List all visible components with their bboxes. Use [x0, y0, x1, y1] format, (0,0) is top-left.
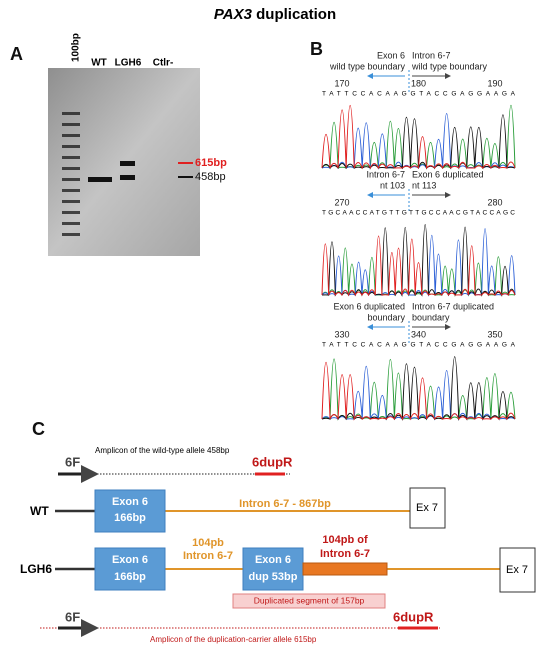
exon-label: 166bp: [114, 512, 146, 524]
ladder-band: [62, 211, 80, 214]
band-label: 615bp: [195, 157, 227, 169]
ladder-band: [62, 134, 80, 137]
segment-box: [232, 593, 386, 609]
ladder-bands: [62, 112, 80, 236]
position-label: 270: [334, 197, 349, 207]
ladder-band: [62, 112, 80, 115]
exon-box: [94, 547, 166, 591]
exon7-box: [499, 547, 536, 593]
ladder-band: [62, 178, 80, 181]
boundary-label: boundary: [367, 312, 405, 322]
title-gene: PAX3: [214, 6, 253, 23]
lane-label: LGH6: [115, 58, 142, 69]
dup-intron-label: Intron 6-7: [320, 548, 370, 560]
boundary-label: nt 113: [412, 180, 436, 190]
title-rest: duplication: [256, 6, 336, 23]
trace-line: [321, 247, 516, 297]
figure-title: PAX3 duplication: [214, 6, 336, 23]
exon-label: Exon 6: [255, 554, 291, 566]
allele-label: WT: [30, 504, 49, 518]
gel-band: [120, 161, 135, 166]
primer-label: 6F: [65, 609, 80, 624]
lane-label: WT: [91, 58, 107, 69]
position-label: 280: [487, 197, 502, 207]
sequence: TATTCCACAAGGTACCGAGGAAGA: [322, 342, 516, 349]
gel-band: [88, 177, 112, 182]
ladder-band: [62, 189, 80, 192]
intron-label: Intron 6-7 - 867bp: [239, 498, 331, 510]
ladder-band: [62, 123, 80, 126]
boundary-label: wild type boundary: [329, 61, 406, 71]
boundary-label: wild type boundary: [411, 61, 488, 71]
trace-line: [321, 228, 516, 297]
primer-label: 6dupR: [393, 609, 434, 624]
boundary-label: Intron 6-7 duplicated: [412, 301, 494, 311]
position-label: 170: [334, 78, 349, 88]
position-label: 330: [334, 329, 349, 339]
sequence: TGCAACCATGTTGTTGCCAACGTACCAGC: [322, 210, 515, 217]
ladder-band: [62, 200, 80, 203]
trace-line: [321, 235, 516, 297]
ladder-band: [62, 233, 80, 236]
exon7-box: [409, 487, 446, 529]
exon-label: 166bp: [114, 571, 146, 583]
position-label: 340: [411, 329, 426, 339]
trace-line: [321, 362, 516, 421]
sequence: TATTCCACAAGGTACCGAGGAAGA: [322, 91, 516, 98]
boundary-label: Exon 6: [377, 50, 405, 60]
exon7-label: Ex 7: [506, 564, 528, 576]
boundary-label: Intron 6-7: [366, 169, 405, 179]
ladder-band: [62, 156, 80, 159]
panel-label: C: [32, 419, 45, 439]
boundary-label: Exon 6 duplicated: [412, 169, 484, 179]
segment-label: Duplicated segment of 157bp: [254, 595, 365, 605]
trace-line: [321, 114, 516, 170]
dup-intron-box: [302, 562, 388, 576]
amplicon-label: Amplicon of the wild-type allele 458bp: [95, 446, 230, 455]
ladder-label: 100bp: [71, 33, 82, 62]
exon-label: Exon 6: [112, 496, 148, 508]
boundary-label: Exon 6 duplicated: [333, 301, 405, 311]
amplicon-label: Amplicon of the duplication-carrier alle…: [150, 635, 317, 644]
intron-label: Intron 6-7: [183, 550, 233, 562]
position-label: 190: [487, 78, 502, 88]
panel-label: B: [310, 39, 323, 59]
ladder-band: [62, 167, 80, 170]
position-label: 350: [487, 329, 502, 339]
primer-label: 6F: [65, 454, 80, 469]
band-label: 458bp: [195, 171, 226, 183]
boundary-label: Intron 6-7: [412, 50, 451, 60]
exon-label: Exon 6: [112, 554, 148, 566]
position-label: 180: [411, 78, 426, 88]
gel-band: [120, 175, 135, 180]
exon7-label: Ex 7: [416, 502, 438, 514]
primer-label: 6dupR: [252, 454, 293, 469]
lane-label: Ctlr-: [153, 58, 174, 69]
ladder-band: [62, 222, 80, 225]
dup-intron-label: 104pb of: [322, 534, 368, 546]
panel-label: A: [10, 44, 23, 64]
allele-label: LGH6: [20, 562, 52, 576]
trace-line: [321, 104, 516, 170]
boundary-label: nt 103: [380, 180, 405, 190]
exon-box: [94, 489, 166, 533]
intron-label: 104pb: [192, 537, 224, 549]
boundary-label: boundary: [412, 312, 450, 322]
exon-label: dup 53bp: [249, 571, 298, 583]
ladder-band: [62, 145, 80, 148]
